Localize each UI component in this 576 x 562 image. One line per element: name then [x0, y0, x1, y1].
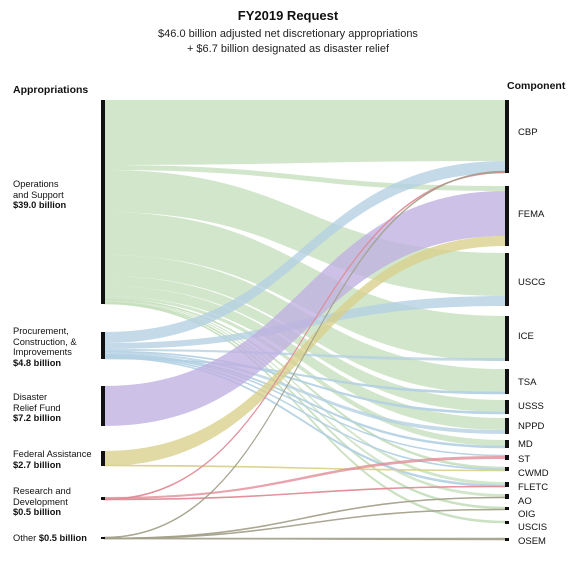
- component-node-ice: [505, 316, 509, 361]
- component-node-uscis: [505, 521, 509, 524]
- label-name: Operations and Support: [13, 179, 64, 200]
- component-node-md: [505, 440, 509, 448]
- label-amount: $7.2 billion: [13, 413, 62, 423]
- flow-operations-to-nppd: [104, 286, 505, 430]
- component-node-oig: [505, 507, 509, 510]
- appropriation-node-operations: [101, 100, 105, 304]
- label-procurement-construction-improvements: Procurement, Construction, & Improvement…: [13, 326, 77, 368]
- chart-subtitle-line-1: $46.0 billion adjusted net discretionary…: [158, 28, 418, 40]
- appropriation-node-drf: [101, 386, 105, 426]
- label-other: Other $0.5 billion: [13, 533, 87, 544]
- component-label-cwmd: CWMD: [518, 468, 549, 479]
- label-federal-assistance: Federal Assistance $2.7 billion: [13, 449, 92, 470]
- label-amount: $0.5 billion: [38, 533, 87, 543]
- component-node-nppd: [505, 418, 509, 434]
- label-operations-and-support: Operations and Support $39.0 billion: [13, 179, 66, 211]
- label-name: Procurement, Construction, & Improvement…: [13, 326, 77, 357]
- label-amount: $0.5 billion: [13, 507, 62, 517]
- component-label-ice: ICE: [518, 331, 534, 342]
- flow-operations-to-md: [104, 296, 505, 446]
- label-name: Disaster Relief Fund: [13, 392, 61, 413]
- component-label-oig: OIG: [518, 509, 536, 520]
- appropriation-node-pci: [101, 332, 105, 359]
- component-node-uscg: [505, 253, 509, 306]
- appropriation-node-rd: [101, 497, 105, 500]
- component-label-md: MD: [518, 439, 533, 450]
- component-label-fletc: FLETC: [518, 482, 549, 493]
- component-label-tsa: TSA: [518, 377, 537, 388]
- appropriation-node-other: [101, 537, 105, 539]
- label-amount: $4.8 billion: [13, 357, 62, 368]
- flow-drf-to-fema: [104, 191, 505, 426]
- flow-pci-to-cbp: [104, 161, 505, 343]
- component-node-usss: [505, 400, 509, 414]
- component-node-st: [505, 455, 509, 460]
- flow-operations-to-ao: [104, 301, 505, 497]
- appropriations-header: Appropriations: [13, 84, 89, 96]
- component-label-nppd: NPPD: [518, 421, 545, 432]
- component-node-fletc: [505, 482, 509, 487]
- component-label-fema: FEMA: [518, 209, 545, 220]
- label-disaster-relief-fund: Disaster Relief Fund $7.2 billion: [13, 392, 61, 424]
- component-label-osem: OSEM: [518, 536, 546, 547]
- appropriation-node-fa: [101, 451, 105, 466]
- label-amount: $39.0 billion: [13, 200, 67, 210]
- chart-subtitle-line-2: + $6.7 billion designated as disaster re…: [186, 43, 390, 55]
- component-node-cwmd: [505, 467, 509, 471]
- label-name: Research and Development: [13, 486, 71, 507]
- flow-rd-to-st: [104, 456, 505, 499]
- component-label-uscis: USCIS: [518, 522, 548, 533]
- component-label-uscg: USCG: [518, 277, 546, 288]
- component-node-osem: [505, 538, 509, 541]
- node-layer: [101, 100, 509, 541]
- flow-operations-to-ice: [104, 212, 505, 361]
- flow-layer: [103, 100, 506, 541]
- label-name: Other: [13, 533, 37, 543]
- label-amount: $2.7 billion: [13, 459, 62, 470]
- component-label-st: ST: [518, 454, 531, 465]
- flow-other-to-ao: [103, 496, 506, 540]
- flow-other-to-osem: [103, 537, 506, 541]
- flow-pci-to-nppd: [104, 352, 505, 434]
- component-node-fema: [505, 186, 509, 246]
- component-node-tsa: [505, 369, 509, 394]
- label-research-and-development: Research and Development $0.5 billion: [13, 486, 71, 518]
- component-header: Component: [507, 80, 566, 92]
- component-node-ao: [505, 494, 509, 499]
- flow-operations-to-cbp: [104, 100, 505, 165]
- component-label-usss: USSS: [518, 401, 544, 412]
- chart-title: FY2019 Request: [237, 8, 339, 23]
- component-node-cbp: [505, 100, 509, 173]
- flow-fa-to-fema: [104, 236, 505, 466]
- component-label-ao: AO: [518, 496, 532, 507]
- label-name: Federal Assistance: [13, 449, 92, 459]
- component-label-cbp: CBP: [518, 127, 538, 138]
